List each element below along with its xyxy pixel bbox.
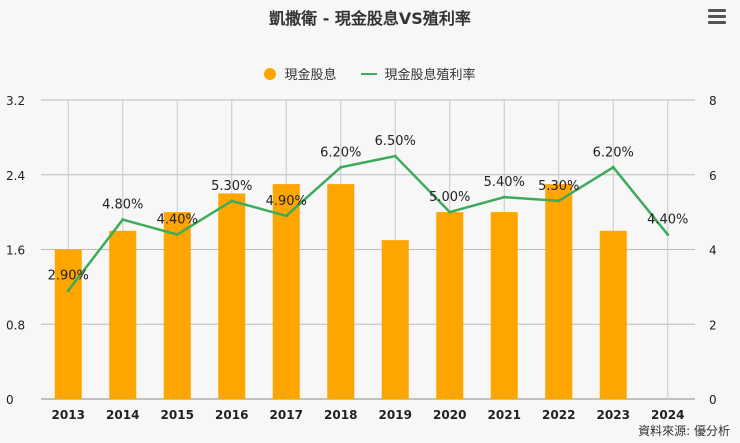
yield-point-2023 — [611, 165, 615, 169]
yield-point-2016 — [230, 199, 234, 203]
x-tick-label: 2020 — [433, 408, 466, 422]
x-tick-label: 2015 — [161, 408, 194, 422]
legend-dot-icon — [264, 67, 277, 80]
bar-2015 — [163, 212, 191, 399]
yield-point-2022 — [557, 199, 561, 203]
bar-2021 — [490, 212, 518, 399]
hamburger-menu-icon[interactable] — [708, 9, 726, 27]
x-tick-label: 2018 — [324, 408, 357, 422]
bar-2013 — [54, 249, 82, 399]
data-label: 2.90% — [48, 269, 89, 284]
yield-point-2024 — [666, 233, 670, 237]
y-left-tick-label: 1.6 — [6, 244, 25, 258]
data-label: 4.90% — [266, 194, 307, 209]
bar-2022 — [545, 184, 573, 399]
bar-2017 — [272, 184, 300, 399]
yield-point-2014 — [121, 218, 125, 222]
chart-title: 凱撒衛 - 現金股息VS殖利率 — [269, 9, 471, 28]
legend-item-line[interactable]: 現金股息殖利率 — [360, 64, 476, 83]
x-tick-label: 2021 — [488, 408, 521, 422]
y-right-tick-label: 4 — [709, 244, 717, 258]
data-label: 4.40% — [157, 213, 198, 228]
data-label: 5.40% — [484, 175, 525, 190]
x-tick-label: 2022 — [542, 408, 575, 422]
yield-point-2020 — [448, 210, 452, 214]
y-right-tick-label: 8 — [709, 94, 717, 108]
data-label: 4.80% — [102, 198, 143, 213]
bar-2019 — [381, 240, 409, 399]
y-left-tick-label: 2.4 — [6, 169, 25, 183]
data-label: 5.30% — [538, 179, 579, 194]
yield-point-2018 — [339, 165, 343, 169]
yield-point-2015 — [175, 233, 179, 237]
y-left-tick-label: 0.8 — [6, 318, 25, 332]
yield-point-2021 — [502, 195, 506, 199]
legend-label: 現金股息殖利率 — [384, 68, 476, 83]
legend-line-icon — [360, 72, 377, 75]
bar-2020 — [436, 212, 464, 399]
data-label: 5.00% — [429, 190, 470, 205]
x-tick-label: 2019 — [379, 408, 412, 422]
bar-2016 — [218, 193, 246, 399]
x-tick-label: 2013 — [52, 408, 85, 422]
yield-point-2019 — [393, 154, 397, 158]
data-label: 5.30% — [211, 179, 252, 194]
yield-line — [67, 154, 669, 292]
bar-2014 — [109, 230, 137, 399]
legend-item-bar[interactable]: 現金股息 — [264, 64, 337, 83]
y-left-tick-label: 3.2 — [6, 94, 25, 108]
x-tick-label: 2017 — [270, 408, 303, 422]
x-tick-label: 2014 — [106, 408, 139, 422]
bar-2023 — [599, 230, 627, 399]
x-tick-label: 2024 — [651, 408, 684, 422]
legend-label: 現金股息 — [284, 68, 337, 83]
data-label: 4.40% — [647, 213, 688, 228]
y-right-tick-label: 0 — [709, 393, 717, 407]
data-label: 6.20% — [593, 145, 634, 160]
data-label: 6.20% — [320, 145, 361, 160]
source-note: 資料來源: 優分析 — [638, 424, 730, 438]
x-tick-label: 2016 — [215, 408, 248, 422]
x-tick-label: 2023 — [597, 408, 630, 422]
yield-point-2013 — [66, 289, 70, 293]
y-right-tick-label: 6 — [709, 169, 717, 183]
y-left-tick-label: 0 — [6, 393, 14, 407]
legend: 現金股息 現金股息殖利率 — [0, 64, 740, 83]
data-label: 6.50% — [375, 134, 416, 149]
yield-point-2017 — [284, 214, 288, 218]
y-right-tick-label: 2 — [709, 318, 717, 332]
bar-2018 — [327, 184, 355, 399]
